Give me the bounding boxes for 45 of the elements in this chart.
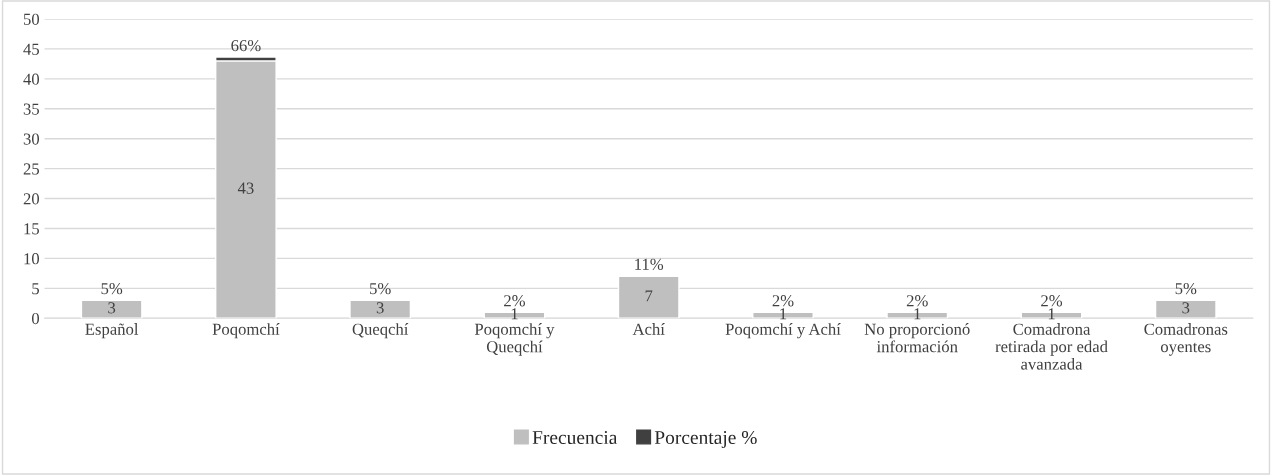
bar <box>215 60 277 319</box>
x-tick-label: No proporcionó información <box>864 323 970 353</box>
y-tick-label: 5 <box>32 283 40 295</box>
y-tick-label: 15 <box>24 223 40 235</box>
bar <box>1154 299 1217 319</box>
data-label: 66% <box>231 39 261 52</box>
x-tick-label: Achí <box>632 323 665 335</box>
y-tick-label: 35 <box>23 103 40 115</box>
data-label: 3 <box>108 302 116 314</box>
data-label: 11% <box>635 258 664 270</box>
y-tick-label: 50 <box>23 13 40 25</box>
data-label: 1 <box>1048 308 1055 320</box>
y-tick-label: 10 <box>24 253 40 265</box>
data-label: 5% <box>1175 282 1197 295</box>
y-tick-label: 0 <box>31 312 40 325</box>
y-tick-label: 45 <box>23 43 40 55</box>
data-label: 5% <box>101 282 123 295</box>
bar <box>349 299 412 319</box>
y-tick-label: 40 <box>23 73 40 85</box>
data-label: 3 <box>1182 302 1190 314</box>
data-label: 2% <box>1041 295 1063 307</box>
data-label: 43 <box>237 182 254 194</box>
y-tick-label: 20 <box>23 193 40 205</box>
x-tick-label: Español <box>85 323 139 339</box>
data-label: 2% <box>772 295 794 307</box>
bar <box>80 299 143 319</box>
x-tick-label: Poqomchí y Achí <box>725 323 841 339</box>
x-tick-label: Poqomchí y Queqchí <box>474 323 555 356</box>
x-tick-label: Comadronas oyentes <box>1144 323 1228 356</box>
y-tick-label: 25 <box>23 163 40 175</box>
x-tick-label: Queqchí <box>352 323 409 339</box>
y-tick-label: 30 <box>23 133 40 145</box>
data-label: 1 <box>780 308 787 320</box>
data-label: 1 <box>914 308 921 320</box>
bar <box>617 275 680 319</box>
data-label: 2% <box>906 295 928 307</box>
data-label: 7 <box>645 290 653 302</box>
data-label: 5% <box>370 282 391 295</box>
legend-label: Porcentaje % <box>654 430 757 448</box>
x-tick-label: Poqomchí <box>212 323 280 339</box>
data-label: 2% <box>504 295 525 307</box>
data-label: 3 <box>376 302 384 314</box>
data-label: 1 <box>511 308 518 320</box>
x-tick-label: Comadrona retirada por edad avanzada <box>995 323 1108 370</box>
legend-label: Frecuencia <box>532 430 618 445</box>
